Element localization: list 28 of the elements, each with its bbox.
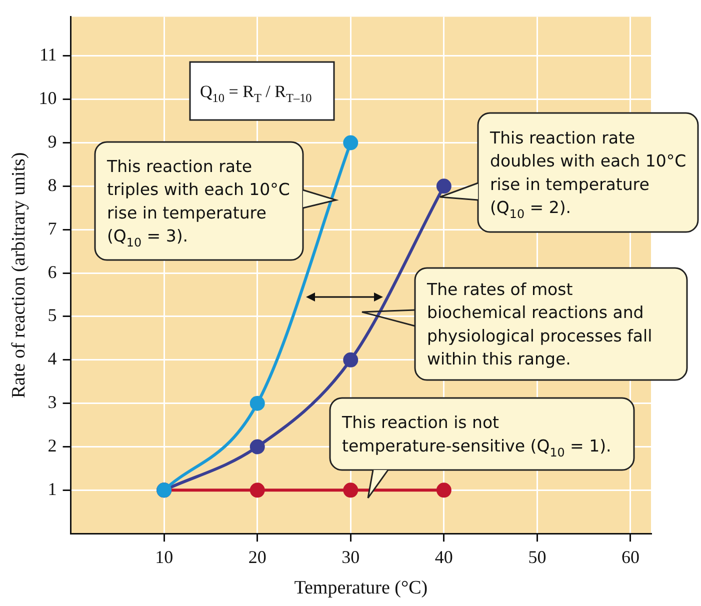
y-tick-label: 4: [48, 348, 57, 369]
x-axis-title: Temperature (°C): [294, 578, 428, 599]
y-axis-title: Rate of reaction (arbitrary units): [8, 152, 30, 398]
point: [343, 482, 358, 498]
point: [436, 482, 452, 498]
y-tick-label: 2: [48, 435, 57, 456]
x-tick-label: 50: [528, 547, 546, 568]
x-tick-label: 10: [155, 547, 174, 568]
y-tick-label: 9: [48, 131, 57, 152]
point: [343, 135, 358, 150]
x-tick-label: 20: [248, 547, 266, 568]
y-tick-label: 5: [48, 305, 57, 326]
y-tick-label: 8: [48, 174, 57, 195]
x-tick-label: 60: [621, 547, 640, 568]
point: [436, 178, 452, 194]
point: [343, 352, 358, 368]
y-tick-label: 11: [39, 44, 57, 65]
y-tick-label: 10: [38, 88, 57, 108]
y-tick-label: 3: [48, 392, 57, 412]
point: [250, 439, 265, 454]
y-tick-label: 6: [48, 262, 57, 282]
point: [250, 396, 265, 411]
y-tick-label: 7: [48, 218, 57, 238]
y-tick-label: 1: [48, 478, 57, 499]
point: [250, 482, 265, 498]
x-tick-label: 30: [342, 547, 360, 568]
x-tick-label: 40: [434, 547, 453, 568]
annotation: The rates of most biochemical reactions and physiological processes fall within this range.: [426, 280, 652, 368]
